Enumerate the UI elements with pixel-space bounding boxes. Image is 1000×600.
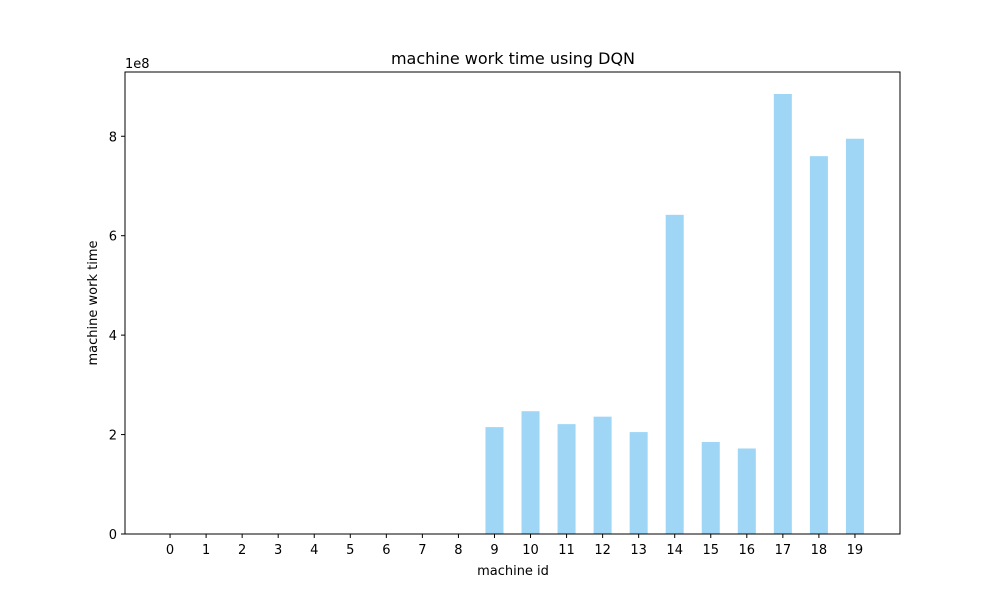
y-scale-offset-label: 1e8 xyxy=(125,57,150,72)
y-tick-label: 4 xyxy=(109,329,117,344)
x-tick-label: 9 xyxy=(490,543,498,558)
x-tick-label: 18 xyxy=(811,543,828,558)
x-tick-label: 5 xyxy=(346,543,354,558)
x-tick-label: 7 xyxy=(418,543,426,558)
bar-machine-19 xyxy=(845,138,864,534)
bar-machine-16 xyxy=(737,448,756,534)
x-tick-label: 15 xyxy=(702,543,719,558)
x-tick-label: 13 xyxy=(630,543,647,558)
bar-machine-13 xyxy=(629,432,648,534)
x-tick-label: 6 xyxy=(382,543,390,558)
y-tick-label: 6 xyxy=(109,230,117,245)
x-tick-label: 3 xyxy=(274,543,282,558)
x-tick-label: 17 xyxy=(775,543,792,558)
y-tick-label: 2 xyxy=(109,429,117,444)
x-tick-label: 4 xyxy=(310,543,318,558)
y-tick-label: 0 xyxy=(109,528,117,543)
x-tick-label: 12 xyxy=(594,543,611,558)
bars-group xyxy=(485,94,864,535)
y-axis-ticks: 0 2 4 6 8 xyxy=(109,130,125,543)
bar-machine-12 xyxy=(593,416,612,534)
y-tick-label: 8 xyxy=(109,130,117,145)
x-tick-label: 11 xyxy=(558,543,575,558)
bar-machine-11 xyxy=(557,424,576,534)
x-axis-ticks: 0 1 2 3 4 5 6 7 8 9 10 11 12 13 14 15 16 17 18 19 xyxy=(166,534,863,558)
x-tick-label: 8 xyxy=(454,543,462,558)
x-axis-label: machine id xyxy=(477,564,549,579)
x-tick-label: 10 xyxy=(522,543,539,558)
bar-machine-10 xyxy=(521,411,540,534)
bar-machine-17 xyxy=(773,94,792,534)
x-tick-label: 16 xyxy=(739,543,756,558)
x-tick-label: 1 xyxy=(202,543,210,558)
plot-frame xyxy=(124,71,901,535)
bar-machine-9 xyxy=(485,427,504,534)
x-tick-label: 2 xyxy=(238,543,246,558)
x-tick-label: 19 xyxy=(847,543,864,558)
bar-machine-18 xyxy=(809,156,828,534)
x-tick-label: 0 xyxy=(166,543,174,558)
y-axis-label: machine work time xyxy=(86,241,101,366)
bar-machine-14 xyxy=(665,214,684,535)
bar-machine-15 xyxy=(701,442,720,534)
x-tick-label: 14 xyxy=(666,543,683,558)
chart-title: machine work time using DQN xyxy=(391,49,635,68)
